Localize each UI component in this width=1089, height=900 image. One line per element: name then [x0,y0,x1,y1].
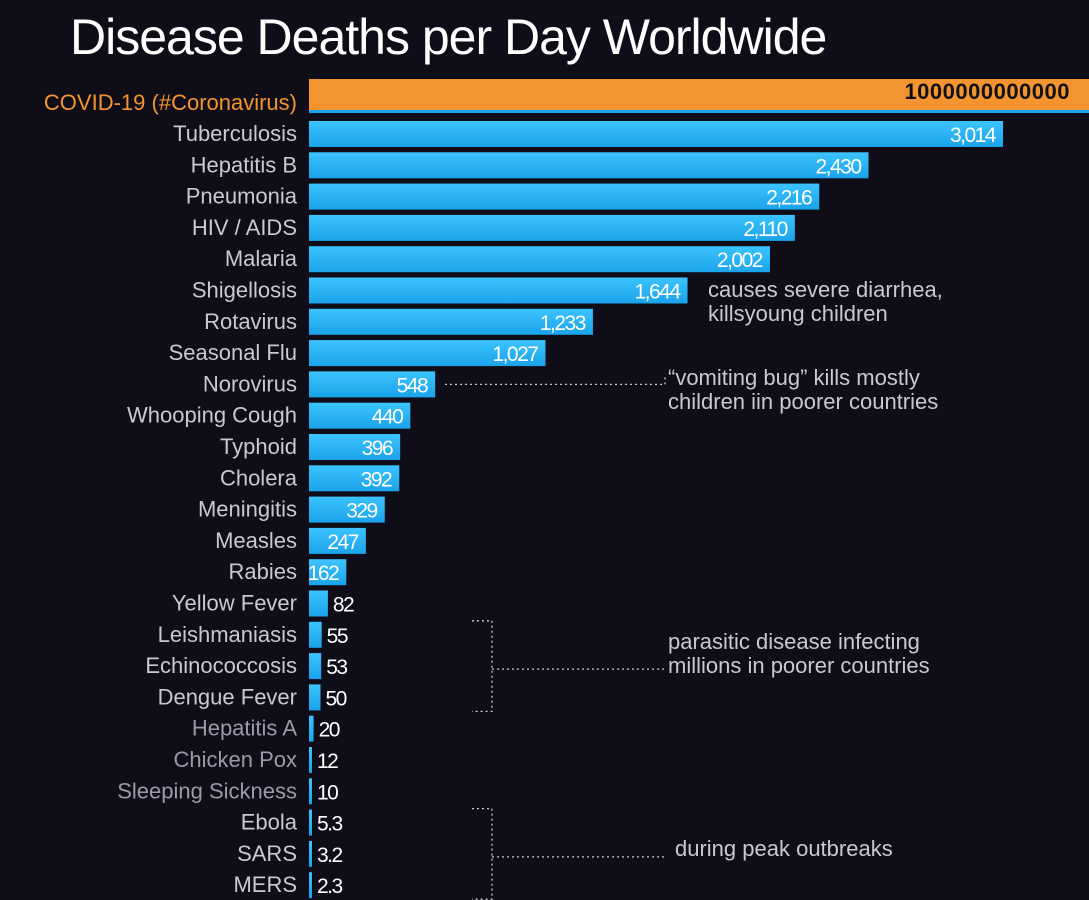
value-label-yellow-fever: 82 [333,594,354,617]
value-label-rotavirus: 1,233 [540,312,586,335]
annotation-2-leader [445,375,666,386]
category-label-sars: SARS [237,841,297,866]
bar-malaria [309,246,770,273]
value-label-norovirus: 548 [397,374,428,397]
bar-whooping-cough [309,402,411,429]
annotation-3-bracket [472,620,493,713]
annotation-1-line-2: killsyoung children [708,301,888,326]
bar-rotavirus [309,308,593,335]
bar-dengue-fever [309,684,321,711]
bar-seasonal-flu [309,340,546,367]
category-label-leishmaniasis: Leishmaniasis [158,622,297,647]
category-label-seasonal-flu: Seasonal Flu [169,340,297,365]
bar-leishmaniasis [309,621,322,648]
category-label-cholera: Cholera [220,465,298,490]
category-label-echinococcosis: Echinococcosis [145,653,297,678]
category-label-ebola: Ebola [241,810,298,835]
value-label-sleeping-sickness: 10 [317,781,338,804]
value-label-echinococcosis: 53 [326,656,347,679]
value-label-whooping-cough: 440 [372,406,403,429]
category-label-rotavirus: Rotavirus [204,309,297,334]
bar-measles [309,527,366,554]
value-label-mers: 2.3 [317,875,343,898]
value-label-leishmaniasis: 55 [327,625,348,648]
category-label-typhoid: Typhoid [220,434,297,459]
value-label-seasonal-flu: 1,027 [492,343,538,366]
category-label-dengue-fever: Dengue Fever [158,684,297,709]
bar-pneumonia [309,183,820,210]
category-label-covid-19-coronavirus: COVID-19 (#Coronavirus) [44,90,297,115]
category-label-hepatitis-a: Hepatitis A [192,716,297,741]
value-label-meningitis: 329 [346,500,377,523]
category-label-mers: MERS [233,872,297,897]
value-label-sars: 3.2 [317,844,343,867]
bar-mers [309,872,312,899]
category-label-shigellosis: Shigellosis [192,278,297,303]
value-label-shigellosis: 1,644 [634,281,681,304]
category-label-whooping-cough: Whooping Cough [127,403,297,428]
category-label-tuberculosis: Tuberculosis [173,121,297,146]
category-label-malaria: Malaria [225,246,298,271]
value-label-hepatitis-b: 2,430 [815,155,861,178]
highlight-bar-covid-19-coronavirus [309,79,1089,110]
annotation-4-line-1: during peak outbreaks [675,836,893,861]
category-label-norovirus: Norovirus [203,371,297,396]
bar-shigellosis [309,277,688,304]
value-label-hepatitis-a: 20 [319,719,340,742]
annotation-2-line-1: “vomiting bug” kills mostly [668,365,920,390]
value-label-pneumonia: 2,216 [766,187,812,210]
value-label-chicken-pox: 12 [317,750,338,773]
value-label-covid-19-coronavirus: 1000000000000 [904,79,1070,104]
highlight-bar-divider [309,110,1089,113]
category-label-yellow-fever: Yellow Fever [172,591,297,616]
annotation-3-line-2: millions in poorer countries [668,653,930,678]
value-label-malaria: 2,002 [717,249,763,272]
bar-ebola [309,809,312,836]
category-label-hepatitis-b: Hepatitis B [191,152,297,177]
value-label-measles: 247 [327,531,358,554]
category-label-measles: Measles [215,528,297,553]
annotation-2-line-2: children iin poorer countries [668,389,938,414]
bar-typhoid [309,434,401,460]
category-label-sleeping-sickness: Sleeping Sickness [117,778,297,803]
bar-hepatitis-b [309,152,869,179]
bar-hiv-aids [309,214,795,241]
bar-norovirus [309,371,436,398]
bar-hepatitis-a [309,715,314,742]
bar-rabies [309,559,347,586]
chart-title: Disease Deaths per Day Worldwide [70,9,827,65]
category-label-chicken-pox: Chicken Pox [173,747,297,772]
bar-yellow-fever [309,590,328,617]
bar-sleeping-sickness [309,778,312,805]
bar-cholera [309,465,400,492]
value-label-rabies: 162 [308,562,339,585]
category-label-hiv-aids: HIV / AIDS [192,215,297,240]
category-label-rabies: Rabies [229,559,297,584]
bar-sars [309,840,312,867]
value-label-typhoid: 396 [362,437,393,460]
annotation-3-line-1: parasitic disease infecting [668,629,920,654]
category-label-pneumonia: Pneumonia [186,184,298,209]
value-label-ebola: 5.3 [317,813,343,836]
value-label-hiv-aids: 2,110 [743,218,787,241]
annotation-4-bracket [472,807,493,900]
category-label-meningitis: Meningitis [198,497,297,522]
bar-tuberculosis [309,121,1003,147]
value-label-tuberculosis: 3,014 [950,124,997,147]
bar-chicken-pox [309,747,312,773]
annotation-1-line-1: causes severe diarrhea, [708,277,943,302]
value-label-dengue-fever: 50 [326,687,347,710]
value-label-cholera: 392 [361,468,392,491]
bar-echinococcosis [309,653,322,680]
bar-meningitis [309,496,385,523]
